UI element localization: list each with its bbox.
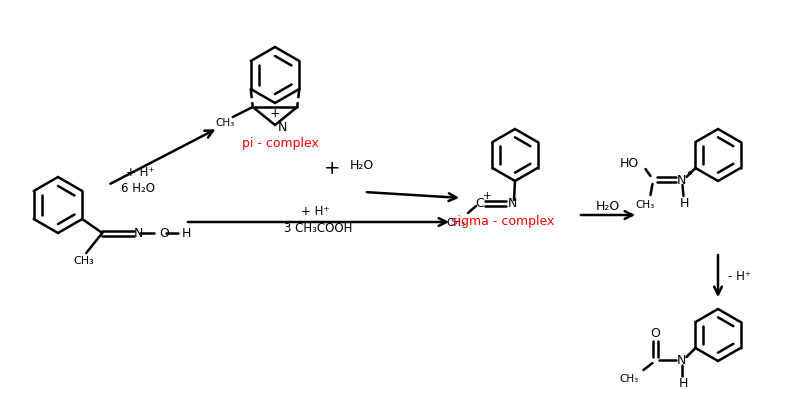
Text: 3 CH₃COOH: 3 CH₃COOH: [284, 222, 352, 235]
Text: N: N: [677, 173, 686, 187]
Text: +: +: [270, 106, 280, 120]
Text: pi - complex: pi - complex: [242, 136, 318, 150]
Text: CH₃: CH₃: [74, 256, 94, 266]
Text: + H⁺: + H⁺: [301, 205, 330, 217]
Text: H: H: [182, 226, 191, 240]
Text: CH₃: CH₃: [215, 118, 234, 128]
Text: +: +: [482, 191, 491, 201]
Text: H: H: [678, 376, 688, 390]
Text: C: C: [476, 196, 484, 210]
Text: CH₃: CH₃: [620, 374, 639, 384]
Text: 6 H₂O: 6 H₂O: [121, 182, 155, 194]
Text: CH₃: CH₃: [446, 218, 466, 228]
Text: N: N: [677, 353, 686, 367]
Text: - H⁺: - H⁺: [729, 270, 751, 282]
Text: sigma - complex: sigma - complex: [451, 215, 554, 228]
Text: N: N: [278, 120, 286, 134]
Text: H: H: [680, 196, 689, 210]
Text: +: +: [324, 159, 340, 178]
Text: N: N: [507, 196, 517, 210]
Text: HO: HO: [620, 157, 639, 169]
Text: H₂O: H₂O: [596, 199, 620, 212]
Text: N: N: [134, 226, 143, 240]
Text: + H⁺: + H⁺: [126, 166, 154, 178]
Text: •: •: [686, 167, 694, 181]
Text: O: O: [650, 326, 661, 339]
Text: H₂O: H₂O: [350, 159, 374, 171]
Text: O: O: [159, 226, 169, 240]
Text: CH₃: CH₃: [636, 200, 655, 210]
